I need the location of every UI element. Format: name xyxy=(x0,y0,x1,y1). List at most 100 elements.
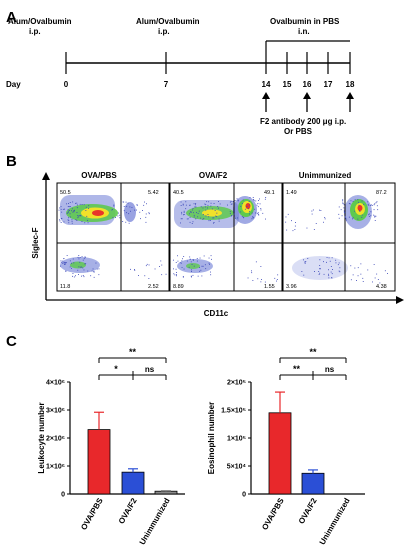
y-tick-label: 1×10⁶ xyxy=(46,464,65,471)
scatter-dot xyxy=(371,205,373,206)
scatter-dot xyxy=(200,217,202,219)
scatter-dot xyxy=(200,206,202,208)
scatter-dot xyxy=(230,215,232,217)
day-0: 0 xyxy=(64,80,69,89)
scatter-dot xyxy=(87,270,89,272)
scatter-dot xyxy=(234,200,236,202)
scatter-dot xyxy=(85,206,87,208)
scatter-dot xyxy=(76,207,78,209)
scatter-dot xyxy=(181,267,183,268)
scatter-dot xyxy=(123,206,125,207)
scatter-dot xyxy=(189,204,191,206)
sig-label: ns xyxy=(145,365,155,374)
scatter-dot xyxy=(367,204,369,206)
scatter-dot xyxy=(241,216,243,218)
scatter-dot xyxy=(77,269,79,271)
scatter-dot xyxy=(93,271,94,273)
scatter-dot xyxy=(304,261,306,263)
scatter-dot xyxy=(186,260,188,262)
day-18: 18 xyxy=(346,80,355,89)
scatter-dot xyxy=(67,219,69,221)
scatter-dot xyxy=(138,275,139,276)
scatter-dot xyxy=(60,206,62,208)
dot-density-cloud xyxy=(186,263,200,269)
scatter-dot xyxy=(242,199,244,201)
scatter-dot xyxy=(78,215,80,216)
scatter-dot xyxy=(69,202,71,203)
y-tick-label: 2×10⁶ xyxy=(46,436,65,443)
scatter-dot xyxy=(368,214,370,216)
scatter-dot xyxy=(119,214,121,216)
scatter-dot xyxy=(193,265,195,267)
scatter-dot xyxy=(243,216,245,218)
scatter-dot xyxy=(84,257,86,259)
scatter-dot xyxy=(180,262,182,264)
day-15: 15 xyxy=(283,80,292,89)
scatter-dot xyxy=(354,210,356,212)
scatter-dot xyxy=(193,212,194,214)
category-label: OVA/PBS xyxy=(79,496,105,532)
scatter-dot xyxy=(71,267,72,269)
scatter-dot xyxy=(191,269,192,271)
scatter-dot xyxy=(79,261,81,263)
scatter-dot xyxy=(229,201,231,203)
scatter-dot xyxy=(264,198,266,200)
scatter-dot xyxy=(202,265,204,267)
scatter-dot xyxy=(71,220,73,222)
scatter-dot xyxy=(148,213,150,215)
scatter-dot xyxy=(374,216,376,218)
scatter-dot xyxy=(367,201,369,203)
scatter-dot xyxy=(69,266,71,268)
scatter-dot xyxy=(213,222,215,223)
sig-label: ** xyxy=(309,347,317,357)
scatter-dot xyxy=(64,264,65,265)
scatter-dot xyxy=(352,274,354,276)
scatter-dot xyxy=(161,264,163,266)
quad-tr-value: 49.1 xyxy=(264,190,275,196)
scatter-dot xyxy=(130,210,131,212)
scatter-dot xyxy=(189,221,191,223)
scatter-dot xyxy=(136,209,137,211)
scatter-dot xyxy=(86,215,88,217)
scatter-dot xyxy=(72,273,74,274)
scatter-dot xyxy=(342,200,344,202)
scatter-dot xyxy=(173,268,174,270)
scatter-dot xyxy=(373,204,375,206)
bar xyxy=(121,471,145,495)
scatter-dot xyxy=(69,213,71,215)
scatter-dot xyxy=(379,282,381,284)
scatter-dot xyxy=(78,255,80,256)
scatter-dot xyxy=(338,217,340,219)
scatter-dot xyxy=(82,275,84,276)
scatter-dot xyxy=(197,216,199,218)
bar xyxy=(268,412,292,495)
scatter-dot xyxy=(367,269,369,271)
panel-c-letter: C xyxy=(6,333,17,350)
scatter-dot xyxy=(69,216,71,218)
scatter-dot xyxy=(148,264,150,266)
scatter-dot xyxy=(92,268,94,270)
scatter-dot xyxy=(363,204,365,206)
scatter-dot xyxy=(319,209,320,211)
scatter-dot xyxy=(358,201,359,203)
scatter-dot xyxy=(186,218,188,220)
arrow-up-icon xyxy=(262,92,270,112)
scatter-dot xyxy=(205,215,207,217)
scatter-dot xyxy=(197,275,199,277)
scatter-dot xyxy=(175,268,177,270)
quad-br-value: 1.55 xyxy=(264,284,275,290)
scatter-dot xyxy=(208,220,210,222)
scatter-dot xyxy=(361,200,363,202)
scatter-dot xyxy=(73,276,75,278)
scatter-dot xyxy=(145,221,147,223)
scatter-dot xyxy=(357,199,359,201)
scatter-dot xyxy=(182,203,184,205)
scatter-dot xyxy=(326,261,327,263)
scatter-dot xyxy=(210,274,212,276)
scatter-dot xyxy=(374,215,376,217)
scatter-dot xyxy=(78,258,80,260)
scatter-dot xyxy=(65,262,67,264)
scatter-dot xyxy=(68,217,69,219)
sig-label: * xyxy=(114,364,118,374)
label-alum-1-line2: i.p. xyxy=(29,27,41,36)
